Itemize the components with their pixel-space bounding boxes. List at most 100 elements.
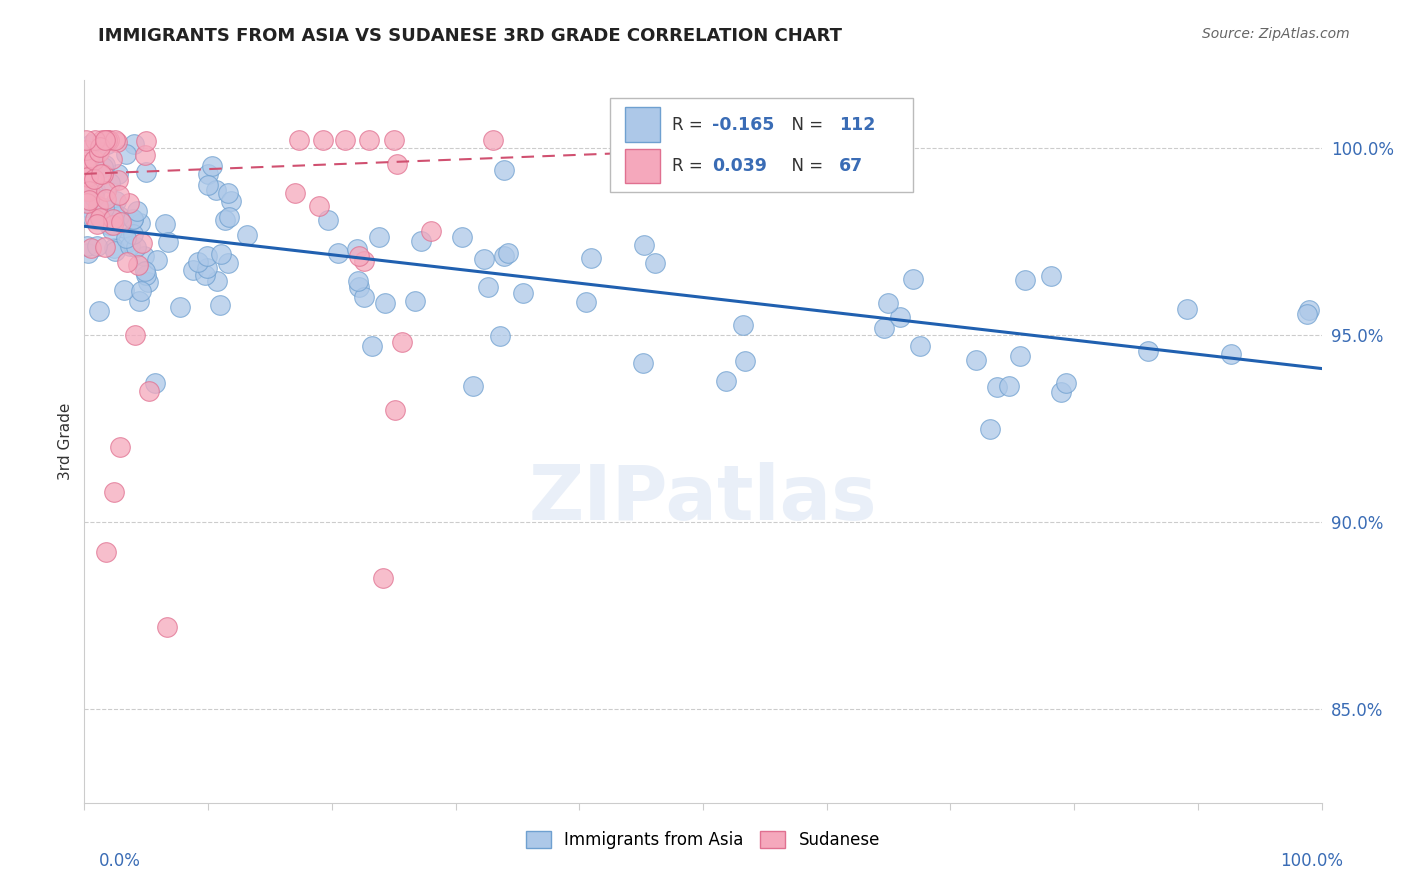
Point (201, 159, 224, 173)
Point (96, 133, 118, 147)
Text: Source: ZipAtlas.com: Source: ZipAtlas.com (1202, 27, 1350, 41)
Point (219, 194, 242, 208)
Point (205, 274, 228, 288)
Point (83, 190, 105, 204)
Point (86, 199, 108, 213)
Point (76, 169, 98, 183)
Point (492, 249, 515, 263)
Point (153, 217, 176, 231)
Point (122, 227, 145, 242)
FancyBboxPatch shape (626, 149, 659, 184)
Point (128, 293, 150, 308)
Point (512, 286, 534, 301)
Point (100, 152, 122, 166)
Point (108, 440, 131, 454)
Point (633, 238, 655, 252)
Point (908, 338, 931, 352)
Point (75, 184, 97, 198)
Point (326, 246, 349, 260)
Text: IMMIGRANTS FROM ASIA VS SUDANESE 3RD GRADE CORRELATION CHART: IMMIGRANTS FROM ASIA VS SUDANESE 3RD GRA… (98, 27, 842, 45)
Point (108, 209, 131, 223)
Point (76, 201, 98, 215)
Point (108, 188, 131, 202)
Point (96, 185, 118, 199)
Point (472, 252, 495, 266)
Point (76, 196, 98, 211)
Point (107, 167, 129, 181)
Point (103, 485, 125, 500)
Point (195, 260, 218, 275)
Point (84, 212, 107, 227)
Point (77, 169, 100, 184)
Point (89, 211, 111, 226)
Point (136, 275, 159, 289)
Point (77, 193, 100, 207)
Text: ZIPatlas: ZIPatlas (529, 462, 877, 536)
Point (134, 264, 156, 278)
Point (1220, 347, 1243, 361)
Point (75, 158, 97, 172)
Point (195, 249, 218, 263)
Text: 100.0%: 100.0% (1279, 852, 1343, 870)
Point (194, 268, 217, 282)
FancyBboxPatch shape (626, 107, 659, 142)
Point (353, 290, 375, 304)
Point (83, 153, 105, 168)
Point (217, 256, 239, 270)
Point (131, 236, 153, 251)
Point (96, 192, 118, 206)
Text: R =: R = (672, 157, 709, 175)
Point (117, 235, 139, 249)
Point (93, 158, 115, 172)
Y-axis label: 3rd Grade: 3rd Grade (58, 403, 73, 480)
Point (89, 145, 111, 159)
Point (477, 279, 499, 293)
Point (76, 238, 98, 252)
Point (104, 244, 127, 258)
Point (121, 212, 143, 227)
Point (1136, 343, 1159, 358)
Point (90, 168, 112, 182)
Text: 67: 67 (839, 157, 863, 175)
Point (877, 296, 900, 310)
Point (209, 247, 232, 261)
Point (146, 252, 169, 267)
Point (103, 211, 125, 226)
Point (998, 379, 1021, 393)
Text: 0.0%: 0.0% (98, 852, 141, 870)
Point (481, 133, 503, 147)
Point (115, 147, 138, 161)
Point (77, 185, 100, 199)
Point (986, 380, 1008, 394)
Text: 112: 112 (839, 116, 876, 134)
Point (115, 254, 138, 268)
Point (409, 234, 432, 248)
Point (90, 133, 112, 147)
Point (124, 136, 146, 151)
Point (387, 157, 409, 171)
Point (125, 240, 148, 254)
Point (103, 241, 125, 255)
Point (236, 228, 259, 243)
Text: 0.039: 0.039 (711, 157, 766, 175)
Point (373, 571, 395, 585)
Point (391, 335, 413, 350)
Point (631, 356, 654, 370)
Point (308, 199, 330, 213)
Point (1049, 385, 1071, 400)
Point (91, 167, 114, 181)
Point (83, 172, 105, 186)
Point (181, 263, 204, 277)
Point (284, 186, 307, 200)
Point (98, 176, 121, 190)
Point (349, 279, 371, 293)
Point (77, 151, 100, 165)
Point (197, 167, 219, 181)
Point (214, 212, 236, 227)
Point (575, 295, 598, 310)
Point (156, 620, 179, 634)
Point (169, 300, 191, 314)
Point (114, 220, 136, 235)
Point (135, 134, 157, 148)
Point (1298, 302, 1320, 317)
